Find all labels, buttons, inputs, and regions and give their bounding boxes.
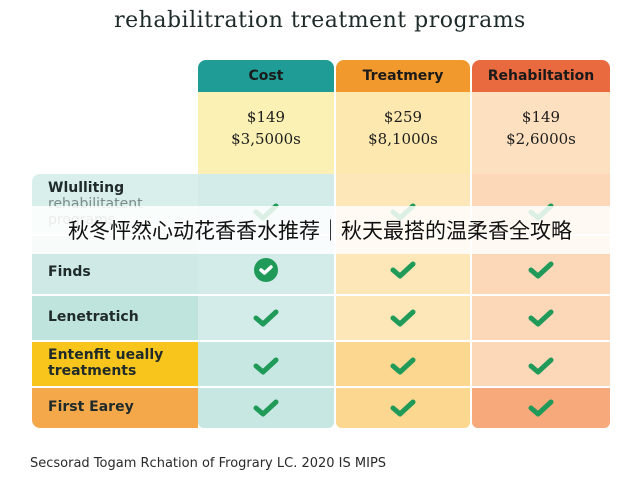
row-label-4-line2: treatments xyxy=(48,363,137,379)
overlay-banner-text: 秋冬怦然心动花香香水推荐｜秋天最搭的温柔香全攻略 xyxy=(68,219,572,243)
row-label-4-line1: Entenfit ueally xyxy=(48,347,164,363)
price-cost-line1: $149 xyxy=(246,108,286,126)
check-icon xyxy=(528,399,554,417)
price-treatment-line1: $259 xyxy=(383,108,423,126)
check-cell xyxy=(472,354,610,378)
check-cell xyxy=(472,396,610,420)
check-icon xyxy=(528,357,554,375)
row-label-bg-3 xyxy=(32,294,198,340)
row-label-5: First Earey xyxy=(32,386,198,428)
price-cost-line2: $3,5000s xyxy=(231,130,301,148)
check-icon xyxy=(253,309,279,327)
price-cell-rehab: $149 $2,6000s xyxy=(472,92,610,174)
row-label-3: Lenetratich xyxy=(32,294,198,340)
check-icon xyxy=(528,261,554,279)
rehab-last-row-tint xyxy=(472,386,610,428)
column-header-treatment: Treatmery xyxy=(336,60,470,92)
footer-text: Secsorad Togam Rchation of Frograry LC. … xyxy=(30,456,387,471)
row-label-3-line1: Lenetratich xyxy=(48,309,139,325)
check-cell xyxy=(336,396,470,420)
row-divider xyxy=(32,386,610,388)
check-cell xyxy=(198,354,334,378)
row-label-1-line1: Wlulliting xyxy=(48,180,125,196)
check-cell xyxy=(198,396,334,420)
check-cell xyxy=(336,306,470,330)
row-label-2: Finds xyxy=(32,250,198,294)
column-header-treatment-label: Treatmery xyxy=(362,68,444,84)
price-treatment-line2: $8,1000s xyxy=(368,130,438,148)
row-label-5-line1: First Earey xyxy=(48,399,134,415)
check-cell xyxy=(198,258,334,282)
overlay-banner: 秋冬怦然心动花香香水推荐｜秋天最搭的温柔香全攻略 xyxy=(0,206,640,254)
check-icon xyxy=(390,309,416,327)
price-rehab-line2: $2,6000s xyxy=(506,130,576,148)
row-label-bg-5 xyxy=(32,386,198,428)
check-cell xyxy=(336,354,470,378)
check-cell xyxy=(198,306,334,330)
column-header-rehab: Rehabiltation xyxy=(472,60,610,92)
row-divider xyxy=(32,340,610,342)
check-cell xyxy=(472,258,610,282)
column-header-cost: Cost xyxy=(198,60,334,92)
check-icon xyxy=(528,309,554,327)
row-label-bg-4 xyxy=(32,340,198,386)
check-cell xyxy=(472,306,610,330)
check-cell xyxy=(336,258,470,282)
column-header-rehab-label: Rehabiltation xyxy=(487,68,595,84)
row-label-2-line1: Finds xyxy=(48,264,91,280)
check-circle-icon xyxy=(254,258,278,282)
check-icon xyxy=(253,357,279,375)
row-divider xyxy=(32,294,610,296)
check-icon xyxy=(390,261,416,279)
page-title: rehabilitration treatment programs xyxy=(114,8,526,33)
check-icon xyxy=(390,357,416,375)
price-cell-treatment: $259 $8,1000s xyxy=(336,92,470,174)
check-icon xyxy=(253,399,279,417)
price-rehab-line1: $149 xyxy=(521,108,561,126)
row-label-4: Entenfit ueally treatments xyxy=(32,340,198,386)
price-cell-cost: $149 $3,5000s xyxy=(198,92,334,174)
column-header-cost-label: Cost xyxy=(248,68,284,84)
check-icon xyxy=(390,399,416,417)
